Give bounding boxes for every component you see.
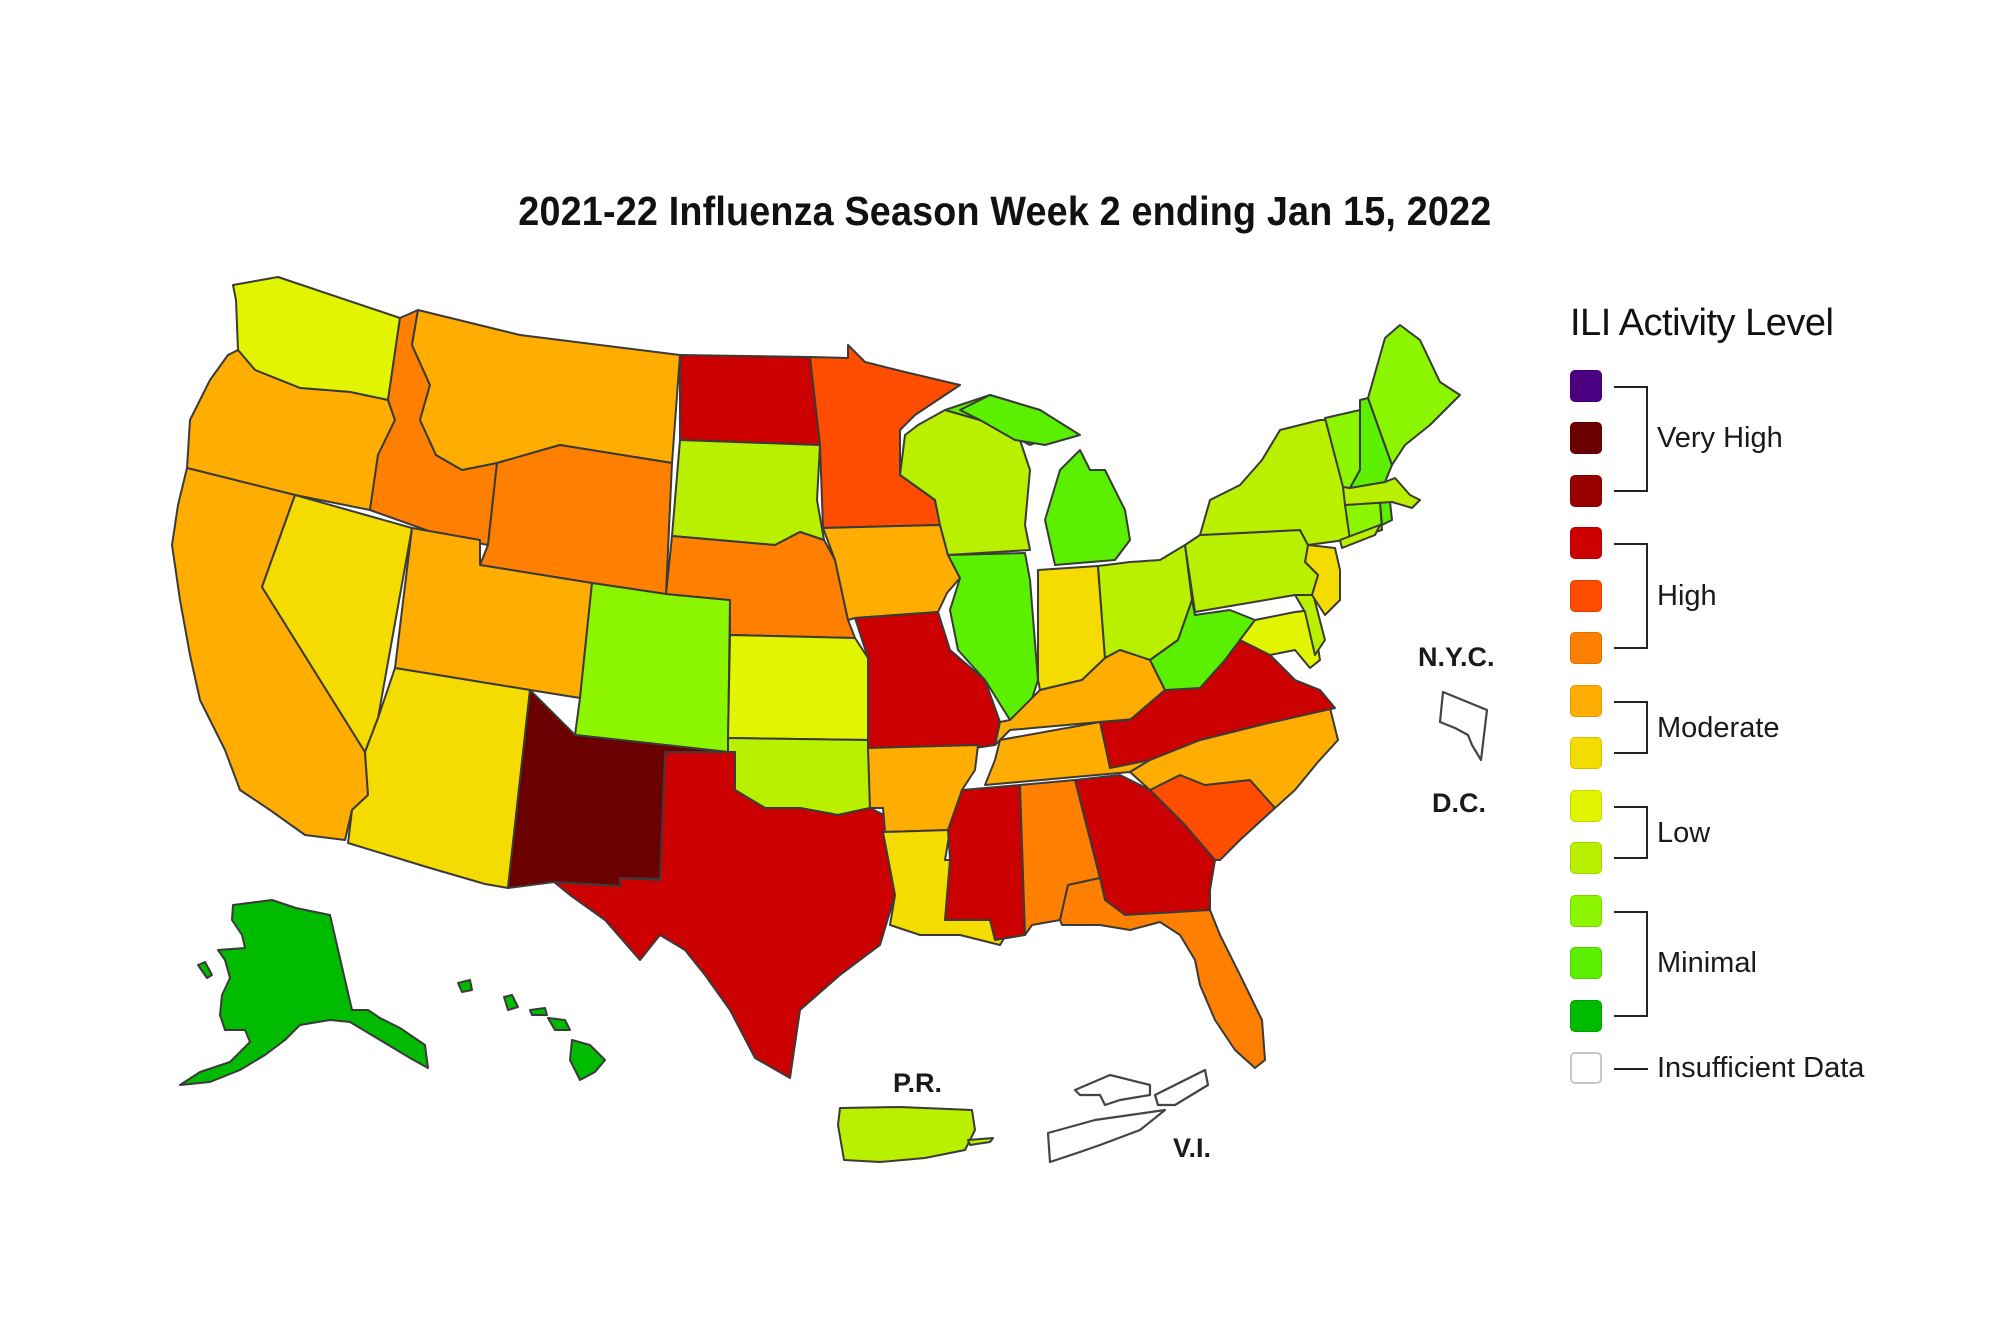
legend-swatch-level-8 — [1570, 632, 1602, 664]
legend-swatch-level-12 — [1570, 422, 1602, 454]
legend-dash-insufficient — [1614, 1068, 1648, 1070]
state-CO[interactable] — [574, 582, 731, 753]
territory-VI-north[interactable] — [1073, 1073, 1152, 1107]
label-nyc: N.Y.C. — [1418, 642, 1495, 672]
legend-bracket-high — [1614, 543, 1648, 649]
legend-title: ILI Activity Level — [1570, 302, 1834, 344]
state-HI-maui[interactable] — [547, 1017, 571, 1031]
state-RI[interactable] — [1379, 501, 1393, 526]
map-title-text: 2021-22 Influenza Season Week 2 ending J… — [518, 188, 1492, 234]
legend-swatch-level-7 — [1570, 685, 1602, 717]
state-ND[interactable] — [679, 354, 821, 446]
state-HI-big[interactable] — [569, 1039, 606, 1081]
territory-VI-east[interactable] — [1153, 1068, 1210, 1107]
state-ME[interactable] — [1367, 324, 1461, 466]
state-MI-lower[interactable] — [1044, 449, 1131, 566]
legend-swatch-level-10 — [1570, 527, 1602, 559]
legend-bracket-very-high — [1614, 386, 1648, 492]
territory-DC[interactable] — [1438, 690, 1489, 762]
legend-label-minimal: Minimal — [1657, 947, 1757, 979]
legend-swatch-level-9 — [1570, 580, 1602, 612]
legend: ILI Activity Level Very High High Modera… — [1570, 300, 1990, 1100]
state-HI-molokai[interactable] — [529, 1007, 548, 1016]
legend-swatch-level-2 — [1570, 947, 1602, 979]
state-KS[interactable] — [727, 634, 869, 741]
state-TX[interactable] — [553, 751, 896, 1079]
state-MI-upper[interactable] — [959, 394, 1081, 446]
state-FL[interactable] — [1059, 877, 1266, 1069]
legend-label-moderate: Moderate — [1657, 712, 1780, 744]
state-AK-islands[interactable] — [197, 961, 213, 979]
legend-label-insufficient: Insufficient Data — [1657, 1052, 1865, 1084]
legend-swatch-level-13 — [1570, 370, 1602, 402]
map-title: 2021-22 Influenza Season Week 2 ending J… — [0, 188, 2000, 235]
label-dc: D.C. — [1432, 788, 1486, 818]
legend-swatch-level-3 — [1570, 895, 1602, 927]
territory-PR[interactable] — [837, 1106, 976, 1163]
label-pr: P.R. — [893, 1068, 943, 1098]
territory-PR-vieques[interactable] — [967, 1137, 994, 1146]
legend-swatch-level-11 — [1570, 475, 1602, 507]
state-HI-oahu[interactable] — [503, 994, 519, 1011]
legend-label-high: High — [1657, 580, 1717, 612]
state-MS[interactable] — [944, 784, 1026, 941]
state-SD[interactable] — [671, 439, 825, 546]
legend-bracket-low — [1614, 806, 1648, 859]
legend-bracket-moderate — [1614, 701, 1648, 754]
territory-VI-south[interactable] — [1046, 1108, 1167, 1164]
state-MD[interactable] — [1239, 609, 1321, 669]
legend-swatch-level-4 — [1570, 842, 1602, 874]
state-HI-kauai[interactable] — [457, 979, 473, 993]
state-NY-longisland[interactable] — [1339, 524, 1381, 549]
legend-bracket-minimal — [1614, 911, 1648, 1017]
state-MT[interactable] — [411, 309, 681, 471]
legend-swatch-level-5 — [1570, 790, 1602, 822]
legend-label-very-high: Very High — [1657, 422, 1783, 454]
legend-swatch-level-6 — [1570, 737, 1602, 769]
label-vi: V.I. — [1173, 1133, 1212, 1163]
legend-label-low: Low — [1657, 817, 1711, 849]
legend-swatch-level-1 — [1570, 1000, 1602, 1032]
state-AK[interactable] — [179, 899, 429, 1086]
legend-swatch-insufficient — [1570, 1052, 1602, 1084]
